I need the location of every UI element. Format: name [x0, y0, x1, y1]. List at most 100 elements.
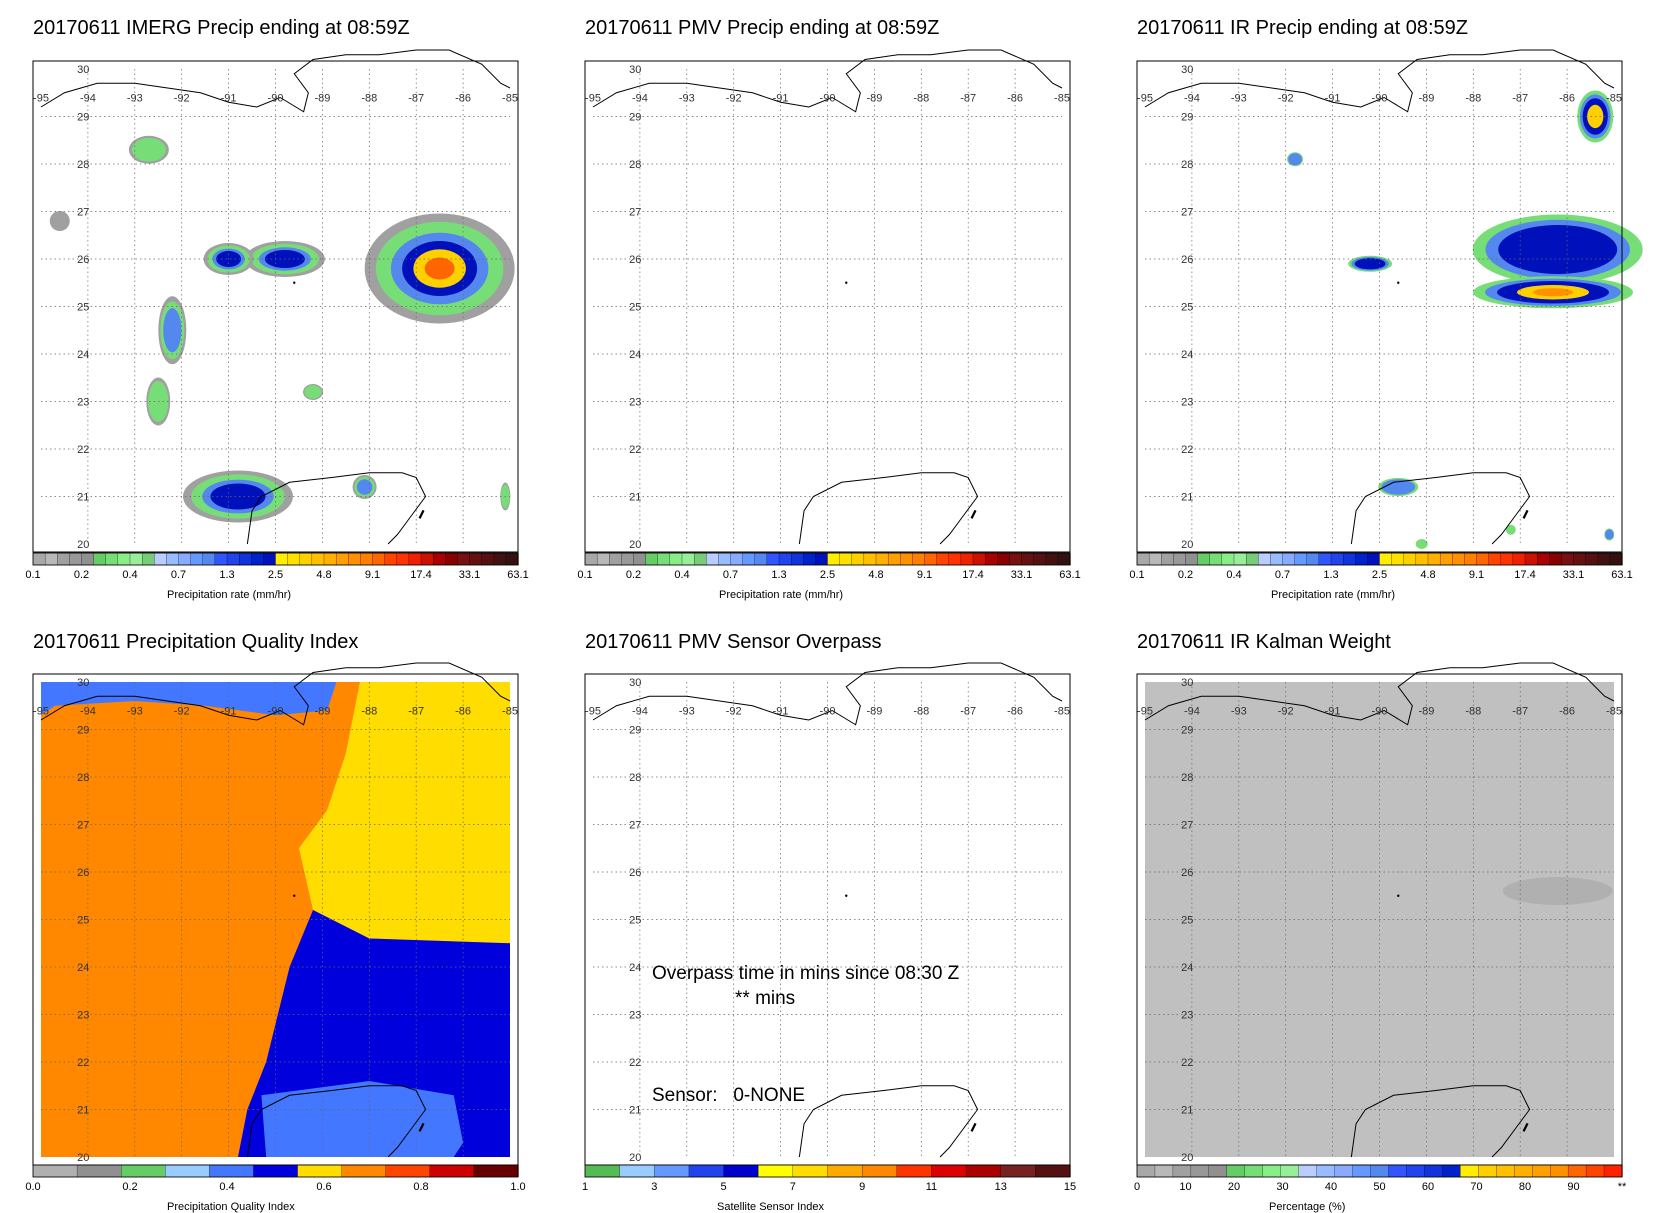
precip-cell: [356, 479, 373, 495]
lat-tick-label: 28: [1181, 772, 1193, 784]
lon-tick-label: -86: [1007, 93, 1023, 105]
panel-title-pmv-precip: 20170611 PMV Precip ending at 08:59Z: [585, 17, 940, 39]
colorbar-swatch: [861, 1164, 898, 1178]
lat-tick-label: 30: [629, 64, 641, 76]
colorbar-tick-label: 9.1: [365, 569, 380, 581]
colorbar-tick-label: 15: [1064, 1181, 1076, 1193]
colorbar-ir: 0.1 0.2 0.4 0.7 1.3 2.5 4.8 9.1 17.4 33.1 63.1: [1129, 552, 1633, 581]
lat-tick-label: 29: [629, 725, 641, 737]
lon-tick-label: -89: [866, 706, 882, 718]
lat-tick-label: 29: [77, 725, 89, 737]
colorbar-swatch: [1035, 1164, 1071, 1178]
lat-tick-label: 23: [1181, 1010, 1193, 1022]
colorbar-tick-label: 0.6: [316, 1181, 331, 1193]
lon-tick-label: -86: [1559, 93, 1575, 105]
colorbar-tick-label: 9: [859, 1181, 865, 1193]
lon-tick-label: -91: [1325, 706, 1341, 718]
colorbar-swatch: [1549, 552, 1563, 566]
map-frame: [1136, 60, 1623, 553]
colorbar-swatch: [1244, 1164, 1264, 1178]
lat-tick-label: 25: [629, 302, 641, 314]
yucatan-coastline: [1350, 472, 1531, 545]
cozumel-island: [1522, 1122, 1529, 1132]
lon-tick-label: -92: [726, 93, 742, 105]
colorbar-swatch: [1334, 1164, 1354, 1178]
lat-tick-label: 30: [77, 64, 89, 76]
lat-tick-label: 28: [77, 772, 89, 784]
colorbar-swatch: [1209, 552, 1223, 566]
colorbar-swatch: [44, 552, 58, 566]
lon-tick-label: -95: [585, 93, 601, 105]
lat-tick-label: 22: [629, 1057, 641, 1069]
colorbar-tick-label: 17.4: [410, 569, 431, 581]
colorbar-swatch: [827, 552, 841, 566]
colorbar-swatch: [1197, 552, 1211, 566]
colorbar-swatch: [960, 552, 974, 566]
colorbar-swatch: [1154, 1164, 1174, 1178]
lon-tick-label: -93: [1231, 93, 1247, 105]
colorbar-swatch: [1514, 1164, 1533, 1178]
colorbar-tick-label: 0.4: [122, 569, 137, 581]
colorbar-swatch: [669, 552, 683, 566]
colorbar-swatch: [654, 1164, 690, 1178]
lon-tick-label: -88: [361, 93, 377, 105]
gulf-coastline: [1144, 49, 1615, 113]
islet: [845, 894, 848, 897]
colorbar-frame: [32, 552, 519, 566]
colorbar-swatch: [688, 1164, 725, 1178]
gulf-coastline: [40, 662, 511, 726]
colorbar-tick-label: 0.2: [122, 1181, 137, 1193]
lat-tick-label: 21: [1181, 492, 1193, 504]
lon-tick-label: -95: [1137, 93, 1153, 105]
colorbar-swatch: [645, 552, 659, 566]
colorbar-swatch: [1476, 552, 1490, 566]
colorbar-tick-label: 1.3: [771, 569, 786, 581]
lat-tick-label: 30: [1181, 64, 1193, 76]
colorbar-swatch: [1379, 552, 1393, 566]
lat-tick-label: 27: [1181, 207, 1193, 219]
colorbar-swatch: [1478, 1164, 1497, 1178]
colorbar-swatch: [1208, 1164, 1228, 1178]
lat-tick-label: 25: [629, 915, 641, 927]
panel-title-quality-index: 20170611 Precipitation Quality Index: [33, 631, 359, 653]
lat-tick-label: 24: [77, 962, 89, 974]
lon-tick-label: -89: [866, 93, 882, 105]
colorbar-tick-label: 9.1: [1469, 569, 1484, 581]
colorbar-swatch: [1561, 552, 1575, 566]
colorbar-swatch: [863, 552, 877, 566]
lat-tick-label: 24: [629, 962, 641, 974]
colorbar-swatch: [1573, 552, 1587, 566]
colorbar-swatch: [887, 552, 901, 566]
colorbar-swatch: [166, 552, 180, 566]
lon-tick-label: -94: [80, 93, 96, 105]
colorbar-swatch: [1173, 552, 1187, 566]
colorbar-swatch: [275, 552, 289, 566]
lon-tick-label: -95: [33, 706, 49, 718]
colorbar-swatch: [1282, 552, 1296, 566]
colorbar-swatch: [875, 552, 889, 566]
islet: [293, 894, 296, 897]
colorbar-swatch: [1298, 1164, 1318, 1178]
colorbar-swatch: [385, 1164, 431, 1178]
colorbar-swatch: [1021, 552, 1035, 566]
colorbar-tick-label: 40: [1325, 1181, 1337, 1193]
lon-tick-label: -94: [632, 93, 648, 105]
colorbar-tick-label: **: [1618, 1181, 1627, 1193]
lat-tick-label: 29: [629, 112, 641, 124]
colorbar-tick-label: 0.7: [723, 569, 738, 581]
panel-title-kalman-weight: 20170611 IR Kalman Weight: [1137, 631, 1391, 653]
colorbar-swatch: [1318, 552, 1332, 566]
colorbar-tick-label: 0.2: [74, 569, 89, 581]
yucatan-coastline: [798, 1085, 979, 1158]
lon-tick-label: -85: [502, 706, 518, 718]
lon-tick-label: -95: [33, 93, 49, 105]
cozumel-island: [970, 1122, 977, 1132]
colorbar-swatch: [997, 552, 1011, 566]
colorbar-swatch: [420, 552, 434, 566]
colorbar-tick-label: 0.0: [25, 1181, 40, 1193]
lon-tick-label: -94: [632, 706, 648, 718]
lon-tick-label: -89: [314, 93, 330, 105]
lat-tick-label: 26: [77, 254, 89, 266]
lat-tick-label: 20: [77, 1152, 89, 1164]
